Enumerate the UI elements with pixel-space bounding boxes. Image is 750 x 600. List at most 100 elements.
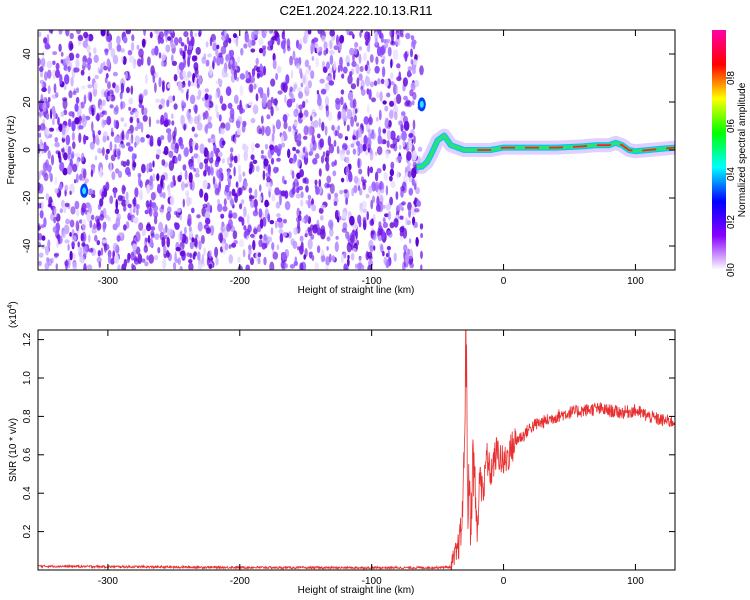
noise-speckle: [91, 121, 94, 132]
noise-speckle: [116, 44, 122, 52]
noise-speckle: [353, 175, 359, 184]
noise-speckle: [167, 206, 172, 213]
noise-speckle: [93, 47, 97, 55]
noise-speckle: [262, 170, 266, 181]
noise-speckle: [374, 151, 378, 156]
noise-speckle: [99, 111, 104, 118]
noise-speckle: [102, 221, 106, 233]
noise-speckle: [198, 240, 202, 250]
noise-speckle: [376, 168, 382, 174]
noise-speckle: [208, 250, 213, 259]
noise-speckle: [322, 151, 326, 158]
noise-speckle: [214, 161, 219, 168]
noise-speckle: [125, 131, 130, 141]
noise-speckle: [333, 139, 337, 147]
x-tick-label: 100: [627, 276, 644, 287]
noise-speckle: [345, 232, 349, 240]
noise-speckle: [409, 89, 414, 97]
noise-speckle: [411, 100, 415, 106]
noise-speckle: [97, 130, 102, 136]
noise-speckle: [166, 237, 170, 248]
noise-speckle: [161, 159, 166, 166]
noise-speckle: [154, 82, 157, 93]
noise-speckle: [194, 173, 200, 178]
noise-speckle: [245, 145, 249, 154]
noise-speckle: [379, 91, 383, 102]
noise-speckle: [138, 48, 144, 58]
noise-speckle: [259, 218, 264, 229]
noise-speckle: [38, 252, 44, 258]
noise-speckle: [235, 38, 239, 47]
noise-speckle: [54, 188, 59, 194]
noise-speckle: [38, 31, 42, 38]
noise-speckle: [69, 232, 72, 237]
noise-speckle: [367, 31, 371, 43]
noise-speckle: [94, 234, 98, 242]
noise-speckle: [278, 220, 284, 229]
noise-speckle: [323, 49, 327, 56]
y-tick-label: 0: [22, 147, 33, 153]
noise-speckle: [382, 204, 386, 209]
noise-speckle: [268, 30, 272, 35]
noise-speckle: [193, 167, 197, 172]
x-tick-label: -100: [362, 576, 382, 587]
noise-speckle: [359, 65, 364, 73]
noise-speckle: [257, 252, 262, 258]
noise-speckle: [275, 72, 278, 81]
noise-speckle: [350, 252, 355, 261]
noise-speckle: [43, 97, 46, 103]
noise-speckle: [49, 215, 55, 221]
noise-speckle: [325, 162, 330, 172]
noise-speckle: [248, 83, 254, 93]
noise-speckle: [81, 242, 86, 247]
noise-speckle: [200, 262, 206, 268]
noise-speckle: [242, 171, 246, 177]
noise-speckle: [41, 244, 46, 249]
noise-speckle: [369, 54, 374, 63]
noise-speckle: [314, 153, 320, 160]
noise-speckle: [188, 40, 192, 47]
noise-speckle: [253, 198, 258, 209]
noise-speckle: [231, 200, 234, 206]
noise-speckle: [420, 264, 423, 270]
noise-speckle: [213, 143, 217, 154]
noise-speckle: [312, 224, 318, 234]
noise-speckle: [339, 152, 346, 161]
noise-speckle: [353, 47, 358, 55]
noise-speckle: [395, 85, 399, 95]
noise-speckle: [276, 167, 279, 172]
noise-speckle: [298, 112, 304, 118]
noise-speckle: [237, 153, 240, 163]
noise-speckle: [356, 77, 360, 87]
noise-speckle: [220, 223, 226, 232]
noise-speckle: [129, 138, 133, 143]
noise-speckle: [131, 34, 135, 42]
noise-speckle: [341, 228, 348, 233]
noise-speckle: [369, 132, 375, 139]
noise-speckle: [172, 95, 176, 102]
noise-speckle: [270, 157, 275, 165]
noise-speckle: [55, 92, 59, 98]
noise-speckle: [63, 109, 68, 116]
noise-speckle: [309, 142, 313, 149]
noise-speckle: [376, 116, 379, 122]
noise-speckle: [376, 91, 380, 99]
noise-speckle: [39, 123, 46, 131]
noise-speckle: [404, 253, 410, 264]
noise-speckle: [46, 128, 50, 137]
noise-speckle: [307, 126, 313, 136]
noise-speckle: [156, 185, 163, 194]
noise-speckle: [289, 86, 294, 92]
noise-speckle: [293, 260, 298, 267]
noise-speckle: [108, 89, 114, 95]
noise-speckle: [175, 246, 181, 252]
noise-speckle: [338, 133, 343, 139]
noise-speckle: [141, 258, 146, 263]
noise-speckle: [320, 155, 325, 164]
noise-speckle: [162, 150, 168, 155]
noise-speckle: [106, 115, 112, 126]
noise-speckle: [65, 30, 70, 37]
noise-speckle: [340, 177, 345, 183]
noise-speckle: [298, 104, 304, 110]
noise-speckle: [196, 214, 201, 219]
